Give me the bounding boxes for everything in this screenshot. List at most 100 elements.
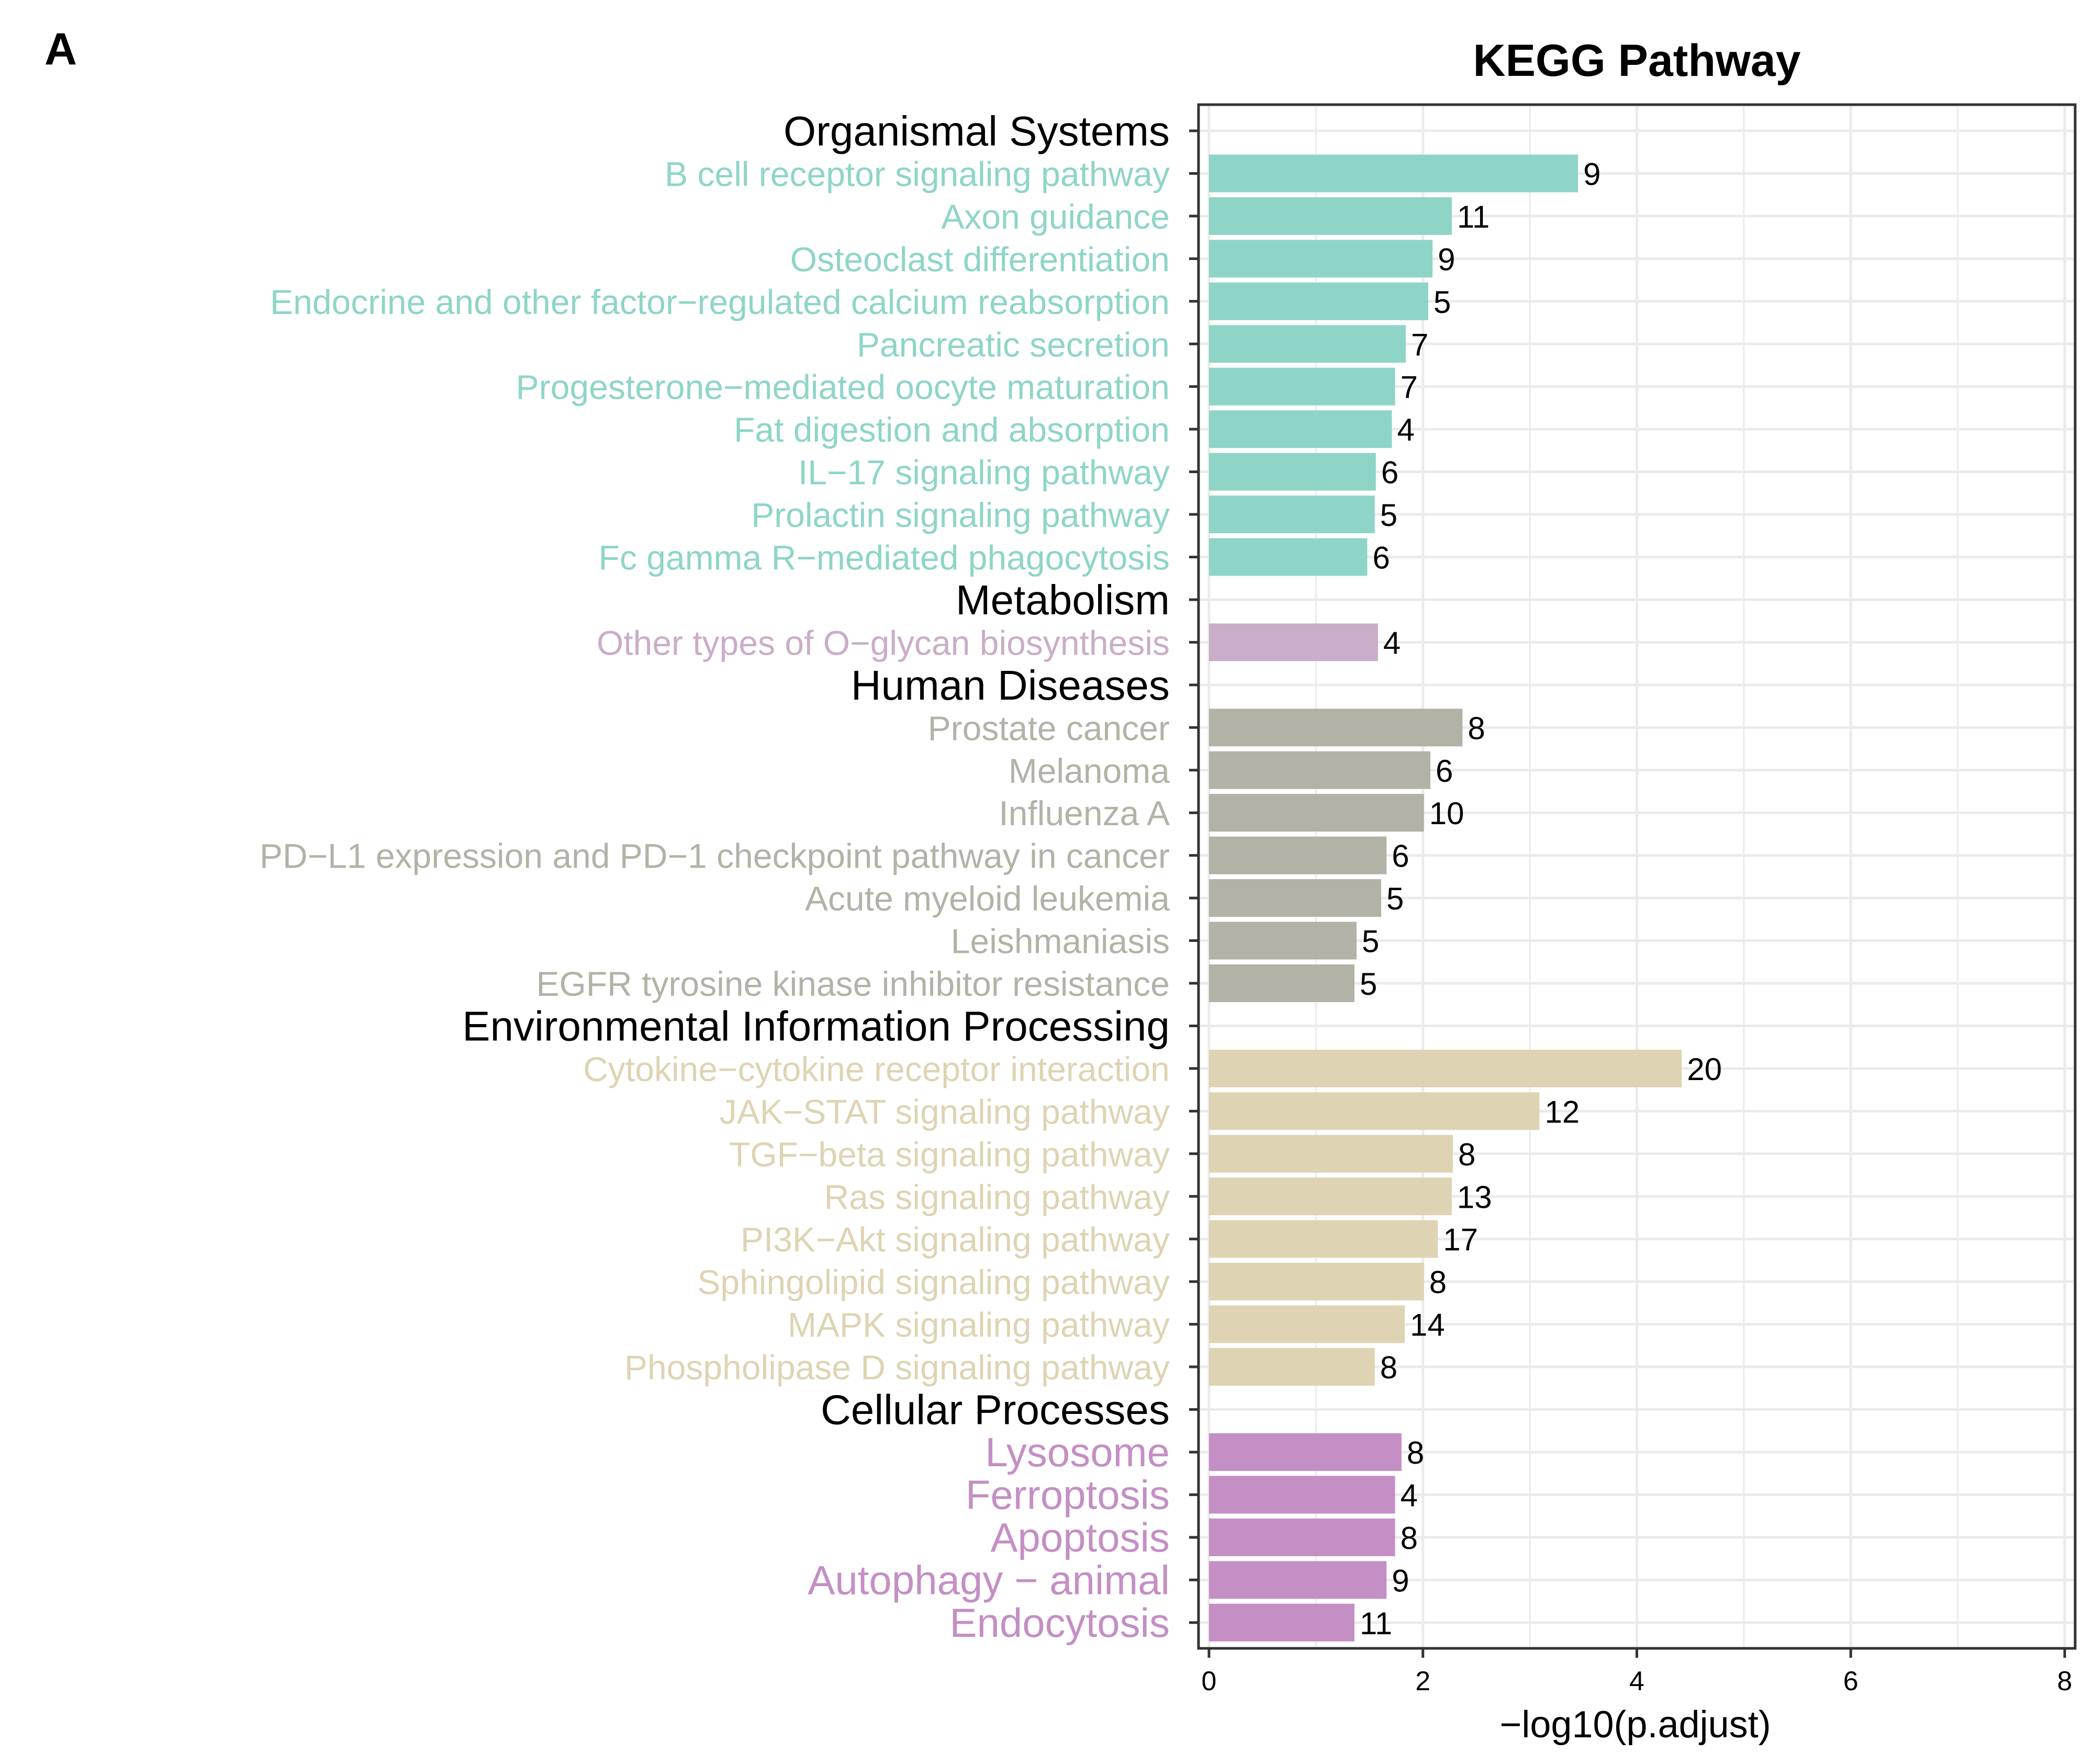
pathway-label: B cell receptor signaling pathway <box>665 154 1170 193</box>
pathway-label: Leishmaniasis <box>951 922 1170 961</box>
bar <box>1209 154 1578 193</box>
pathway-label: Ferroptosis <box>966 1471 1170 1518</box>
pathway-label: Apoptosis <box>990 1514 1170 1560</box>
bar <box>1209 496 1375 534</box>
label-layer: Organismal Systems 9 B cell receptor signa… <box>260 108 1722 1646</box>
bar <box>1209 1049 1682 1087</box>
chart-title: KEGG Pathway <box>1473 36 1800 86</box>
category-group-label: Cellular Processes <box>821 1387 1170 1433</box>
bar <box>1209 1220 1438 1258</box>
bar-count-label: 6 <box>1381 455 1398 490</box>
bar <box>1209 325 1406 363</box>
bar <box>1209 240 1433 278</box>
pathway-label: Prolactin signaling pathway <box>751 496 1170 534</box>
pathway-label: Lysosome <box>985 1429 1170 1475</box>
category-group-label: Organismal Systems <box>783 108 1170 154</box>
x-tick-label: 2 <box>1415 1666 1430 1696</box>
bar-count-label: 6 <box>1436 754 1453 789</box>
pathway-label: Autophagy − animal <box>808 1557 1170 1603</box>
pathway-label: Endocrine and other factor−regulated cal… <box>270 283 1170 321</box>
pathway-label: Prostate cancer <box>928 709 1170 747</box>
bar <box>1209 1092 1540 1130</box>
pathway-label: MAPK signaling pathway <box>788 1306 1170 1344</box>
bar-count-label: 6 <box>1372 541 1390 576</box>
bar-count-label: 20 <box>1687 1052 1722 1087</box>
bar-count-label: 8 <box>1407 1435 1424 1470</box>
pathway-label: Endocytosis <box>949 1600 1170 1646</box>
bar <box>1209 623 1378 661</box>
bar <box>1209 922 1357 960</box>
bar-count-label: 8 <box>1380 1350 1397 1385</box>
bar <box>1209 751 1431 789</box>
pathway-label: Pancreatic secretion <box>857 325 1170 364</box>
pathway-label: Axon guidance <box>941 197 1170 236</box>
pathway-label: Melanoma <box>1009 751 1170 790</box>
bar <box>1209 1134 1453 1173</box>
bar <box>1209 964 1354 1002</box>
grid-layer <box>1200 106 2074 1647</box>
pathway-label: PD−L1 expression and PD−1 checkpoint pat… <box>260 837 1170 875</box>
bar-count-label: 8 <box>1429 1265 1447 1300</box>
bar-count-label: 5 <box>1362 924 1379 959</box>
bar <box>1209 197 1452 235</box>
bar-count-label: 9 <box>1438 242 1455 277</box>
bar-count-label: 4 <box>1397 412 1414 447</box>
category-group-label: Human Diseases <box>851 662 1170 709</box>
bar-count-label: 17 <box>1443 1222 1478 1257</box>
bar <box>1209 367 1395 406</box>
pathway-label: Sphingolipid signaling pathway <box>697 1263 1170 1301</box>
pathway-label: Progesterone−mediated oocyte maturation <box>516 368 1170 407</box>
x-tick-label: 4 <box>1629 1666 1644 1696</box>
bar <box>1209 1518 1395 1556</box>
pathway-label: Phospholipase D signaling pathway <box>624 1348 1170 1387</box>
pathway-label: IL−17 signaling pathway <box>798 453 1170 492</box>
bar-count-label: 12 <box>1545 1094 1580 1129</box>
bar <box>1209 879 1382 917</box>
bar-count-label: 8 <box>1468 711 1485 746</box>
bar-count-label: 4 <box>1401 1478 1418 1513</box>
bar <box>1209 709 1463 747</box>
pathway-label: EGFR tyrosine kinase inhibitor resistanc… <box>536 964 1170 1003</box>
bar-count-label: 5 <box>1380 498 1397 533</box>
bar-count-label: 5 <box>1434 285 1451 320</box>
bar <box>1209 453 1376 491</box>
bar-count-label: 11 <box>1360 1606 1392 1641</box>
bar <box>1209 410 1392 448</box>
bar-count-label: 9 <box>1583 156 1600 192</box>
x-tick-label: 8 <box>2057 1666 2073 1696</box>
bar <box>1209 836 1387 874</box>
bar-count-label: 8 <box>1458 1137 1475 1172</box>
bar <box>1209 282 1428 320</box>
bar-count-label: 5 <box>1360 967 1377 1002</box>
bar-count-label: 5 <box>1386 881 1404 916</box>
bar-layer <box>1209 154 1682 1642</box>
pathway-label: Ras signaling pathway <box>824 1177 1170 1216</box>
pathway-label: Influenza A <box>999 794 1170 833</box>
bar <box>1209 538 1368 576</box>
bar-count-label: 13 <box>1457 1179 1492 1215</box>
bar <box>1209 1348 1375 1386</box>
pathway-label: Acute myeloid leukemia <box>805 879 1170 918</box>
pathway-label: Cytokine−cytokine receptor interaction <box>583 1050 1170 1088</box>
bar <box>1209 1263 1424 1301</box>
x-tick-label: 6 <box>1843 1666 1858 1696</box>
x-axis-label: −log10(p.adjust) <box>1499 1704 1771 1746</box>
bar-count-label: 7 <box>1401 370 1418 405</box>
bar <box>1209 1177 1452 1216</box>
bar <box>1209 1476 1395 1514</box>
category-group-label: Environmental Information Processing <box>462 1003 1170 1049</box>
pathway-label: Fc gamma R−mediated phagocytosis <box>599 538 1170 577</box>
pathway-label: TGF−beta signaling pathway <box>729 1135 1170 1174</box>
bar <box>1209 1561 1387 1599</box>
pathway-label: PI3K−Akt signaling pathway <box>741 1220 1170 1259</box>
bar-count-label: 6 <box>1392 839 1409 874</box>
category-group-label: Metabolism <box>956 577 1170 623</box>
pathway-label: Osteoclast differentiation <box>790 240 1170 278</box>
bar-count-label: 7 <box>1411 327 1428 362</box>
bar-count-label: 11 <box>1457 199 1490 234</box>
bar-count-label: 9 <box>1392 1563 1409 1598</box>
x-tick-label: 0 <box>1202 1666 1217 1696</box>
bar-count-label: 8 <box>1401 1521 1418 1556</box>
